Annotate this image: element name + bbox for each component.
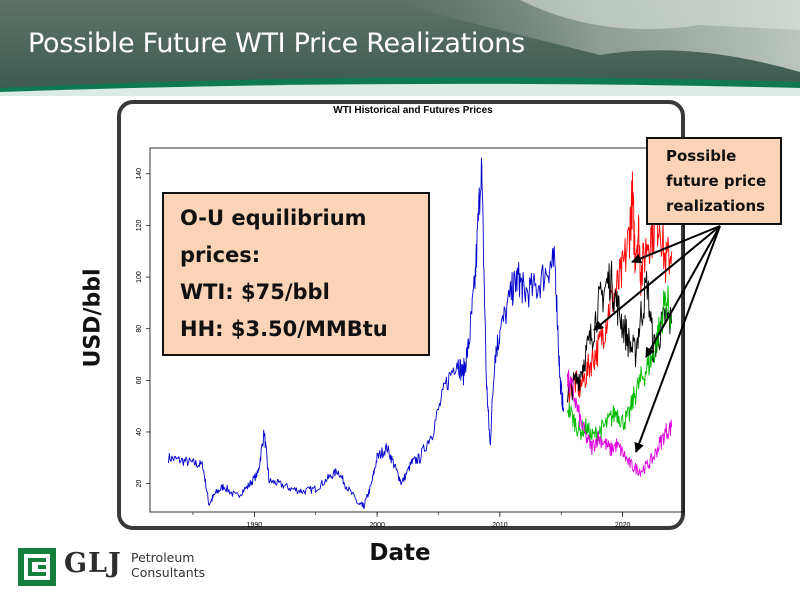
realizations-line: realizations [666, 197, 766, 215]
equilibrium-callout: O-U equilibrium prices: WTI: $75/bbl HH:… [162, 192, 430, 356]
x-tick-label: 2020 [615, 522, 631, 529]
realizations-line: future price [666, 172, 767, 190]
glj-logo-mark-icon [18, 548, 56, 586]
equilibrium-line: WTI: $75/bbl [180, 280, 330, 304]
realizations-callout: Possible future price realizations [646, 137, 782, 225]
series-line-magenta [566, 369, 673, 477]
equilibrium-line: O-U equilibrium [180, 206, 367, 230]
y-tick-label: 60 [136, 376, 143, 384]
logo-line-1: Petroleum [131, 550, 195, 565]
equilibrium-line: HH: $3.50/MMBtu [180, 317, 388, 341]
x-tick-label: 2000 [369, 522, 385, 529]
y-tick-label: 100 [136, 271, 143, 283]
y-axis-label: USD/bbl [80, 268, 106, 368]
logo-name: GLJ [64, 548, 122, 579]
y-tick-label: 20 [136, 480, 143, 488]
series-line-red [566, 171, 673, 403]
x-tick-label: 2010 [492, 522, 508, 529]
annotation-arrow [631, 225, 721, 264]
plot-border [149, 147, 685, 513]
chart-title: WTI Historical and Futures Prices [333, 105, 493, 116]
logo-line-2: Consultants [131, 565, 206, 580]
company-logo: GLJ Petroleum Consultants [18, 546, 228, 588]
header-background [0, 0, 800, 96]
y-tick-label: 140 [136, 168, 143, 180]
y-tick-label: 120 [136, 220, 143, 232]
series-line-black [566, 260, 673, 403]
logo-subtitle: Petroleum Consultants [131, 550, 205, 580]
annotation-arrow [645, 225, 721, 358]
equilibrium-line: prices: [180, 243, 261, 267]
series-line-green [566, 285, 673, 444]
x-tick-label: 1990 [247, 522, 263, 529]
slide-header: Possible Future WTI Price Realizations [0, 0, 800, 96]
realizations-line: Possible [666, 147, 737, 165]
annotation-arrow [593, 225, 721, 331]
y-tick-label: 80 [136, 325, 143, 333]
slide-title: Possible Future WTI Price Realizations [28, 28, 525, 59]
x-axis-label: Date [369, 540, 431, 566]
y-tick-label: 40 [136, 428, 143, 436]
annotation-arrow [634, 225, 721, 453]
series-line-historical [167, 157, 565, 510]
